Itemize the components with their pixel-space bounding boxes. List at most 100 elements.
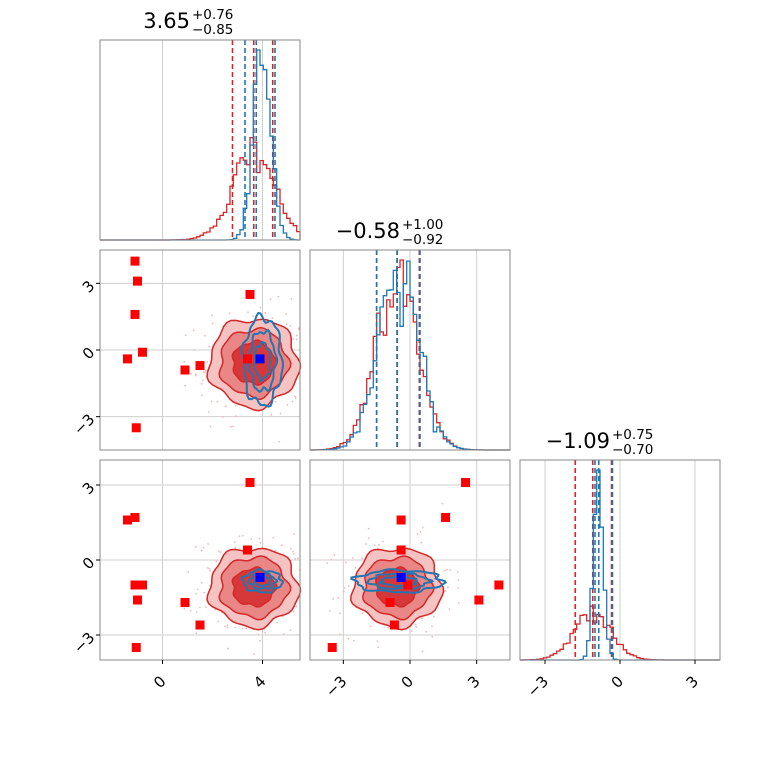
red-marker [195, 361, 205, 371]
sample-point [190, 372, 193, 375]
x-tick-label: −3 [322, 672, 350, 700]
sample-point [293, 533, 295, 535]
red-marker [130, 256, 140, 266]
sample-point [343, 590, 345, 593]
sample-point [421, 526, 424, 529]
sample-point [193, 349, 196, 352]
sample-point [215, 560, 218, 563]
red-marker [243, 545, 252, 555]
sample-point [294, 557, 296, 560]
blue-contour-level [247, 572, 279, 590]
sample-point [289, 325, 292, 327]
panel-title-minus: −0.85 [192, 22, 233, 38]
sample-point [415, 625, 418, 628]
red-marker [327, 643, 337, 652]
sample-point [421, 650, 424, 653]
panel-frame [309, 249, 511, 451]
sample-point [187, 571, 190, 573]
sample-point [293, 553, 295, 555]
sample-point [367, 537, 370, 540]
sample-point [343, 587, 346, 589]
sample-point [209, 569, 212, 572]
sample-point [292, 338, 295, 340]
sample-point [208, 567, 211, 570]
sample-point [206, 567, 209, 569]
sample-point [332, 597, 335, 600]
blue-contour-level [365, 572, 435, 590]
sample-point [290, 297, 293, 300]
sample-point [269, 298, 272, 301]
x-tick-label: 0 [150, 672, 169, 691]
panel-title-minus: −0.70 [612, 442, 653, 458]
x-tick-label: 3 [464, 672, 483, 691]
sample-point [202, 546, 205, 549]
sample-point [205, 606, 207, 608]
sample-point [292, 550, 294, 553]
y-tick-label: 0 [79, 554, 98, 573]
sample-point [337, 596, 340, 599]
sample-point [361, 612, 364, 615]
red-marker [131, 423, 141, 433]
sample-point [226, 624, 229, 627]
red-marker [180, 365, 190, 375]
sample-point [352, 557, 354, 559]
sample-point [443, 569, 446, 572]
sample-point [278, 440, 280, 443]
sample-point [200, 382, 203, 385]
sample-point [448, 608, 451, 610]
sample-point [294, 395, 297, 398]
sample-point [232, 425, 234, 428]
blue-contour-level [240, 568, 285, 594]
sample-point [352, 639, 355, 642]
sample-point [259, 542, 262, 544]
sample-point [205, 369, 207, 372]
sample-point [447, 586, 449, 589]
sample-point [279, 412, 282, 415]
red-marker [138, 580, 147, 590]
y-tick-label: 0 [79, 344, 98, 363]
red-marker [133, 276, 142, 286]
red-marker [461, 478, 471, 487]
sample-point [258, 537, 261, 540]
sample-point [414, 623, 417, 626]
sample-point [207, 411, 210, 413]
panel-0-0 [100, 40, 301, 241]
sample-point [295, 605, 298, 608]
sample-point [457, 579, 460, 582]
sample-point [297, 557, 299, 560]
sample-point [217, 550, 220, 552]
sample-point [241, 627, 244, 630]
sample-point [259, 306, 262, 309]
sample-point [271, 317, 274, 320]
blue-marker [255, 354, 265, 364]
sample-point [445, 568, 448, 571]
sample-point [194, 546, 197, 548]
y-tick-label: −3 [70, 629, 98, 657]
red-marker [389, 620, 399, 630]
sample-point [184, 334, 187, 337]
red-marker [131, 643, 141, 652]
sample-point [219, 551, 222, 553]
red-marker [133, 595, 142, 605]
sample-point [338, 612, 341, 615]
red-marker [396, 515, 406, 525]
sample-point [253, 653, 255, 656]
sample-point [282, 633, 285, 635]
sample-point [367, 527, 370, 530]
sample-point [345, 561, 347, 564]
panel-title-median: 3.65 [143, 9, 190, 33]
sample-point [206, 360, 209, 363]
sample-point [410, 630, 413, 633]
sample-point [196, 588, 199, 591]
panel-2-1 [310, 460, 510, 660]
sample-point [432, 615, 435, 618]
x-tick-label: 0 [398, 672, 417, 691]
red-marker [195, 620, 205, 630]
y-tick-label: −3 [70, 410, 98, 438]
sample-point [376, 640, 379, 643]
sample-point [209, 425, 212, 428]
sample-point [382, 540, 384, 543]
red-marker [396, 545, 406, 555]
panel-background [100, 40, 300, 240]
